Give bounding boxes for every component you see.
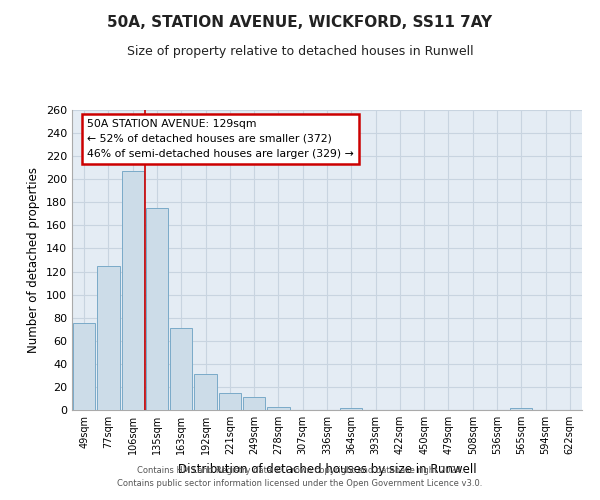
Bar [146, 208, 168, 410]
Bar [218, 392, 241, 410]
Text: 50A STATION AVENUE: 129sqm
← 52% of detached houses are smaller (372)
46% of sem: 50A STATION AVENUE: 129sqm ← 52% of deta… [88, 119, 354, 158]
Bar [194, 374, 217, 410]
Bar [267, 406, 290, 410]
Bar [170, 328, 193, 410]
Text: Size of property relative to detached houses in Runwell: Size of property relative to detached ho… [127, 45, 473, 58]
Y-axis label: Number of detached properties: Number of detached properties [28, 167, 40, 353]
Bar [510, 408, 532, 410]
Bar [122, 171, 144, 410]
Bar [73, 324, 95, 410]
X-axis label: Distribution of detached houses by size in Runwell: Distribution of detached houses by size … [178, 462, 476, 475]
Text: 50A, STATION AVENUE, WICKFORD, SS11 7AY: 50A, STATION AVENUE, WICKFORD, SS11 7AY [107, 15, 493, 30]
Bar [97, 266, 119, 410]
Text: Contains HM Land Registry data © Crown copyright and database right 2024.
Contai: Contains HM Land Registry data © Crown c… [118, 466, 482, 487]
Bar [243, 398, 265, 410]
Bar [340, 408, 362, 410]
